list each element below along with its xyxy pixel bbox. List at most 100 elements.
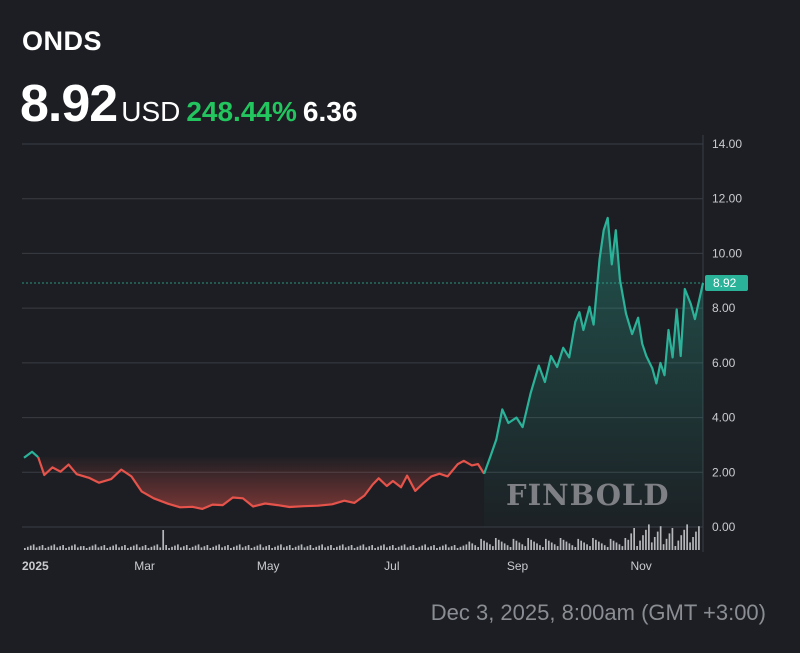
volume-bar [74, 544, 76, 550]
volume-bar [153, 545, 156, 550]
volume-bar [477, 547, 479, 550]
volume-bar [656, 531, 659, 550]
volume-bar [665, 538, 668, 550]
volume-bar [530, 539, 532, 550]
volume-bar [512, 538, 515, 550]
volume-bar [621, 546, 624, 550]
volume-bar [571, 545, 574, 550]
volume-bar [336, 546, 338, 550]
volume-bar [212, 546, 215, 550]
volume-bar [303, 547, 306, 550]
volume-bar [568, 543, 571, 550]
volume-bar [203, 546, 206, 550]
volume-bar [524, 546, 527, 550]
volume-bar [565, 541, 568, 550]
volume-bar [633, 528, 635, 550]
volume-bar [698, 526, 700, 550]
y-tick-label: 0.00 [712, 520, 736, 534]
volume-bar [418, 546, 421, 550]
volume-bar [441, 545, 444, 550]
volume-bar [559, 538, 562, 550]
volume-bar [553, 544, 556, 550]
volume-bar [406, 547, 409, 550]
volume-bar [53, 544, 56, 550]
volume-bar [191, 546, 194, 550]
volume-bar [277, 545, 279, 550]
y-tick-label: 14.00 [712, 137, 742, 151]
volume-bar [397, 546, 400, 550]
volume-bar [474, 545, 477, 550]
volume-bar [297, 545, 300, 550]
volume-bar [182, 546, 185, 550]
volume-bar [291, 548, 294, 550]
volume-bar [494, 538, 497, 550]
y-tick-label: 10.00 [712, 246, 742, 260]
volume-bar [159, 547, 162, 550]
volume-bar [124, 545, 126, 550]
volume-bar [294, 546, 297, 550]
volume-bar [456, 548, 459, 550]
volume-bar [606, 547, 609, 550]
volume-bar [391, 545, 394, 550]
volume-bar [44, 548, 47, 550]
volume-bar [539, 545, 541, 550]
volume-bar [224, 546, 226, 550]
finbold-watermark: FINBOLD [506, 478, 670, 512]
volume-bar [38, 546, 41, 550]
volume-bar [333, 548, 335, 550]
volume-bar [115, 544, 117, 550]
volume-bar [97, 547, 100, 550]
volume-bar [171, 546, 173, 550]
volume-bar [94, 544, 97, 550]
volume-bar [309, 545, 312, 550]
volume-bar [127, 548, 129, 550]
volume-bar [674, 546, 677, 550]
volume-bar [185, 545, 188, 550]
volume-bar [215, 545, 218, 550]
volume-bar [515, 540, 518, 550]
volume-bar [518, 542, 521, 550]
volume-bar [280, 544, 282, 550]
volume-bar [533, 541, 535, 550]
volume-bar [41, 545, 44, 550]
volume-bar [230, 548, 232, 550]
volume-bar [103, 545, 106, 550]
volume-bar [112, 545, 115, 550]
volume-bar [300, 544, 303, 550]
volume-bar [312, 548, 315, 550]
y-tick-label: 6.00 [712, 356, 736, 370]
absolute-change: 6.36 [302, 96, 358, 127]
volume-bar [321, 544, 323, 550]
volume-bar [536, 543, 538, 550]
volume-bar [636, 546, 638, 550]
volume-bar [421, 545, 424, 550]
volume-bar [371, 545, 374, 550]
volume-bar [471, 543, 474, 550]
volume-bar [24, 548, 26, 550]
chart-timestamp: Dec 3, 2025, 8:00am (GMT +3:00) [430, 600, 766, 625]
volume-bar [509, 547, 512, 550]
volume-bar [639, 540, 641, 550]
volume-bar [79, 546, 82, 550]
current-price: 8.92 [20, 75, 118, 133]
volume-bar [135, 544, 138, 550]
currency-label: USD [121, 96, 181, 127]
up-area-fill [484, 217, 703, 527]
volume-bar [503, 543, 506, 550]
series-line-down [37, 456, 486, 510]
current-value-label: 8.92 [713, 276, 737, 290]
volume-bar [415, 548, 418, 550]
volume-bar [35, 547, 38, 550]
volume-bar [327, 546, 329, 550]
volume-bar [206, 545, 209, 550]
volume-bar [324, 547, 326, 550]
x-tick-label: Sep [507, 559, 529, 573]
volume-bar [595, 539, 597, 550]
volume-bar [436, 548, 438, 550]
volume-bar [132, 545, 135, 550]
volume-bar [285, 546, 288, 550]
volume-bar [427, 547, 429, 550]
volume-bar [465, 544, 468, 550]
volume-bar [68, 546, 70, 550]
